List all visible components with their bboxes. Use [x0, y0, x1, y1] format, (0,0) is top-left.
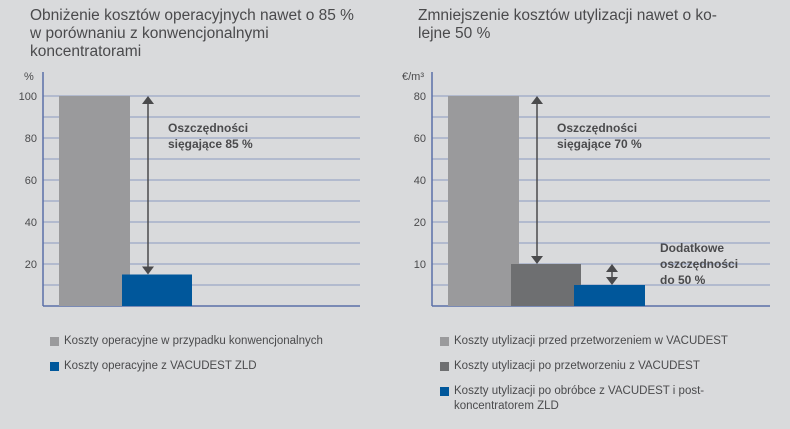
annotation-label: Dodatkowe [660, 241, 724, 255]
y-tick-label: 40 [25, 217, 37, 229]
y-tick-label: 20 [414, 217, 426, 229]
legend-swatch [440, 362, 449, 371]
y-tick-label: 40 [414, 175, 426, 187]
bar [122, 274, 192, 306]
bar [448, 96, 519, 306]
legend-item: Koszty utylizacji po przetworzeniu z VAC… [440, 359, 740, 374]
arrow-head-down [531, 256, 543, 264]
y-tick-label: 80 [25, 133, 37, 145]
legend-swatch [50, 362, 59, 371]
legend-item: Koszty utylizacji przed przetworzeniem w… [440, 334, 740, 349]
legend-swatch [50, 337, 59, 346]
y-axis-label: % [24, 71, 34, 83]
legend-label: Koszty utylizacji po przetworzeniu z VAC… [454, 360, 700, 372]
arrow-head-up [142, 96, 154, 104]
arrow-head-down [606, 277, 618, 285]
arrow-head-up [531, 96, 543, 104]
y-axis-label: €/m³ [402, 71, 424, 83]
chart-title-left: Obniżenie kosztów operacyjnych nawet o 8… [30, 7, 354, 60]
annotation-label: do 50 % [660, 273, 706, 287]
legend-swatch [440, 337, 449, 346]
annotation-label: oszczędności [660, 257, 738, 271]
annotation-label: sięgające 85 % [168, 137, 253, 151]
legend-right: Koszty utylizacji przed przetworzeniem w… [440, 334, 740, 424]
bar [574, 285, 645, 306]
y-tick-label: 100 [19, 91, 37, 103]
arrow-head-up [606, 264, 618, 272]
legend-label: Koszty utylizacji przed przetworzeniem w… [454, 335, 728, 347]
legend-item: Koszty operacyjne z VACUDEST ZLD [50, 359, 370, 374]
legend-label: Koszty operacyjne w przypadku konwencjon… [64, 335, 323, 347]
y-tick-label: 20 [25, 259, 37, 271]
legend-item: Koszty utylizacji po obróbce z VACUDEST … [440, 384, 740, 414]
legend-item: Koszty operacyjne w przypadku konwencjon… [50, 334, 370, 349]
annotation-label: sięgające 70 % [557, 137, 642, 151]
annotation-label: Oszczędności [557, 121, 637, 135]
legend-left: Koszty operacyjne w przypadku konwencjon… [50, 334, 370, 384]
legend-swatch [440, 387, 449, 396]
y-tick-label: 60 [414, 133, 426, 145]
chart-title-right: Zmniejszenie kosztów utylizacji nawet o … [418, 7, 717, 42]
annotation-label: Oszczędności [168, 121, 248, 135]
bar [59, 96, 130, 306]
y-tick-label: 10 [414, 259, 426, 271]
bar [511, 264, 581, 306]
y-tick-label: 80 [414, 91, 426, 103]
arrow-head-down [142, 266, 154, 275]
legend-label: Koszty operacyjne z VACUDEST ZLD [64, 360, 257, 372]
legend-label: Koszty utylizacji po obróbce z VACUDEST … [454, 385, 705, 412]
y-tick-label: 60 [25, 175, 37, 187]
